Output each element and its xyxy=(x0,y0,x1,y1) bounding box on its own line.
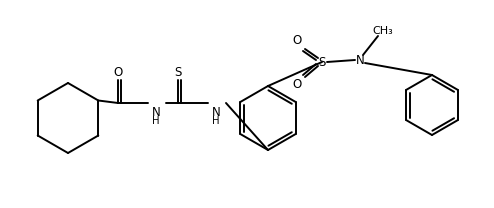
Text: N: N xyxy=(211,106,220,120)
Text: S: S xyxy=(318,56,326,68)
Text: O: O xyxy=(114,66,123,78)
Text: H: H xyxy=(152,116,160,126)
Text: S: S xyxy=(174,66,182,78)
Text: O: O xyxy=(292,35,302,47)
Text: N: N xyxy=(152,106,161,120)
Text: N: N xyxy=(356,53,365,67)
Text: CH₃: CH₃ xyxy=(372,26,393,36)
Text: H: H xyxy=(212,116,220,126)
Text: O: O xyxy=(292,78,302,92)
